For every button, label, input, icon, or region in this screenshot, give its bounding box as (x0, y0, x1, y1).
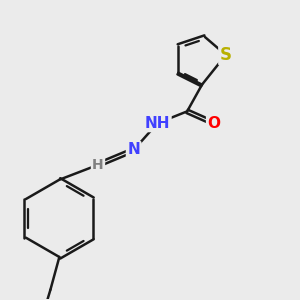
Text: S: S (220, 46, 232, 64)
Text: NH: NH (145, 116, 170, 131)
Text: N: N (127, 142, 140, 158)
Text: H: H (92, 158, 104, 172)
Text: O: O (207, 116, 220, 131)
